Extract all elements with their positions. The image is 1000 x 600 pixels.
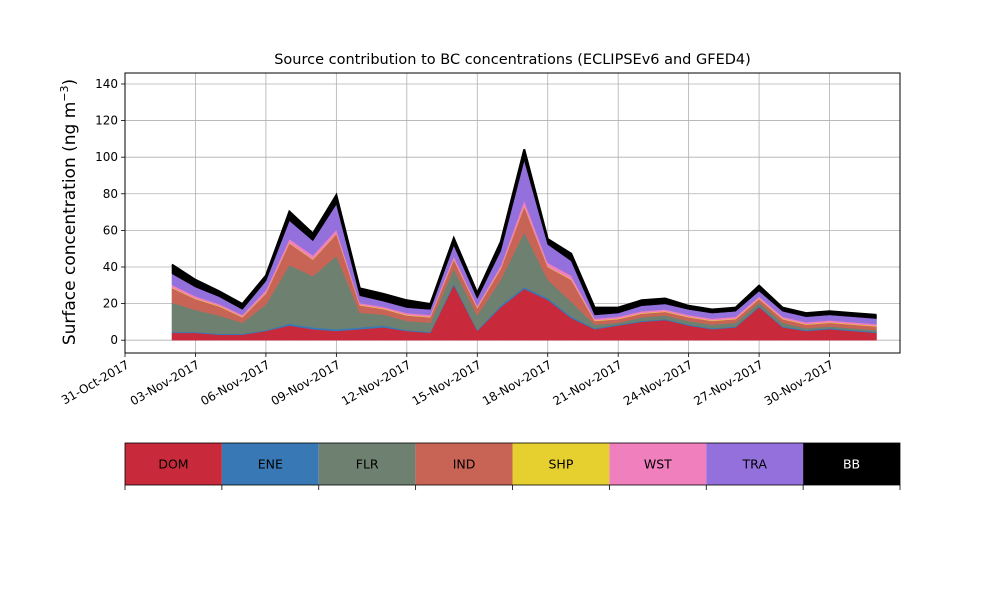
- plot-frame: [124, 72, 901, 354]
- y-tick-label: 0: [110, 333, 118, 347]
- legend-label-ind: IND: [453, 457, 476, 472]
- chart-title: Source contribution to BC concentrations…: [274, 52, 751, 68]
- legend-swatch-bb: [803, 443, 900, 485]
- y-axis-label-close: ): [60, 79, 80, 86]
- legend-swatch-ind: [415, 443, 513, 485]
- total-line: [171, 149, 877, 316]
- legend-swatch-dom: [125, 443, 222, 485]
- y-tick-label: 100: [95, 150, 118, 164]
- y-tick-label: 20: [103, 297, 118, 311]
- legend-colorbar: DOM ENE FLR IND SHP WST TRA BB: [124, 442, 901, 490]
- legend-label-tra: TRA: [742, 457, 768, 472]
- y-tick-label: 60: [103, 223, 118, 237]
- y-tick-label: 120: [95, 114, 118, 128]
- y-tick-label: 80: [103, 187, 118, 201]
- y-tick-label: 140: [95, 77, 118, 91]
- stacked-areas: [171, 149, 877, 341]
- y-axis-label-superscript: −3: [58, 85, 71, 101]
- y-axis-label-main: Surface concentration (ng m: [60, 102, 80, 345]
- y-tick-label: 40: [103, 260, 118, 274]
- legend-label-shp: SHP: [549, 457, 574, 472]
- legend-swatch-ene: [221, 443, 319, 485]
- legend-swatch-wst: [609, 443, 707, 485]
- legend-swatch-flr: [318, 443, 416, 485]
- legend-label-bb: BB: [843, 457, 860, 472]
- legend-label-ene: ENE: [258, 457, 283, 472]
- legend-label-flr: FLR: [356, 457, 379, 472]
- y-axis: 0 20 40 60 80 100 120 140: [95, 77, 125, 347]
- legend-swatch-shp: [512, 443, 610, 485]
- y-axis-label: Surface concentration (ng m−3): [58, 79, 80, 345]
- legend-label-dom: DOM: [158, 457, 188, 472]
- legend-swatch-tra: [706, 443, 804, 485]
- legend-label-wst: WST: [644, 457, 672, 472]
